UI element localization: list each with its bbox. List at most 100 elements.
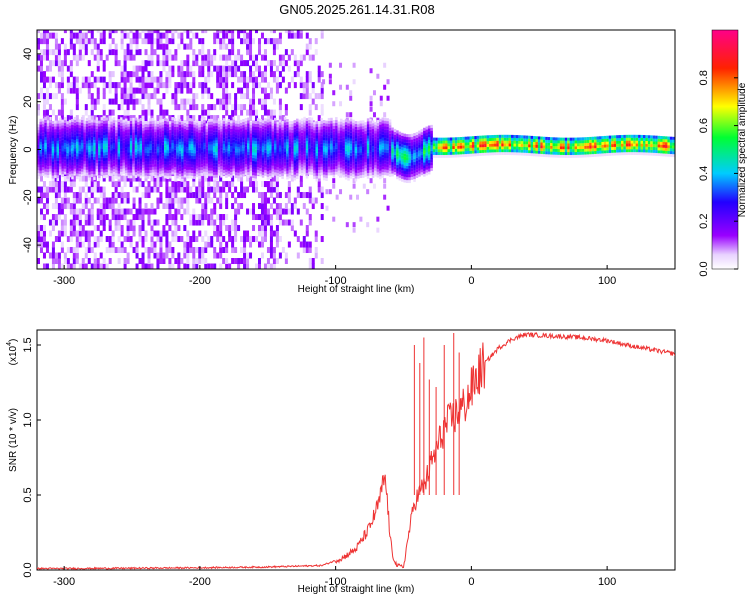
spectrogram-cell: [58, 166, 62, 170]
spectrogram-cell: [263, 76, 267, 83]
spectrogram-cell: [90, 247, 94, 254]
spectrogram-cell: [272, 263, 276, 269]
spectrogram-cell: [313, 141, 316, 145]
spectrogram-cell: [290, 76, 294, 83]
spectrogram-cell: [283, 159, 287, 163]
spectrogram-cell: [115, 173, 118, 177]
spectrogram-cell: [228, 65, 232, 72]
spectrogram-cell: [190, 129, 194, 133]
spectrogram-cell: [117, 124, 121, 128]
spectrogram-cell: [344, 153, 348, 157]
spectrogram-cell: [181, 161, 184, 165]
spectrogram-cell: [342, 131, 345, 135]
spectrogram-cell: [342, 165, 345, 169]
spectrogram-cell: [230, 123, 233, 127]
spectrogram-cell: [231, 71, 235, 78]
spectrogram-cell: [71, 136, 74, 140]
spectrogram-cell: [178, 130, 182, 134]
spectrogram-cell: [225, 140, 228, 144]
spectrogram-cell: [75, 241, 79, 248]
spectrogram-cell: [45, 109, 49, 116]
spectrogram-cell: [110, 158, 113, 162]
spectrogram-cell: [108, 82, 112, 89]
spectrogram-cell: [147, 82, 151, 89]
spectrogram-cell: [339, 62, 343, 68]
spectrogram-cell: [243, 247, 247, 254]
spectrogram-cell: [246, 60, 250, 67]
spectrogram-cell: [183, 125, 187, 129]
spectrogram-cell: [260, 203, 264, 210]
spectrogram-cell: [203, 117, 206, 121]
spectrogram-cell: [156, 155, 160, 159]
spectrogram-cell: [320, 160, 323, 164]
spectrogram-cell: [166, 124, 170, 128]
spectrogram-cell: [352, 171, 355, 175]
spectrogram-cell: [317, 141, 321, 145]
spectrogram-cell: [117, 60, 121, 67]
spectrogram-cell: [269, 130, 272, 134]
spectrogram-cell: [305, 146, 309, 150]
spectrogram-cell: [242, 159, 245, 163]
spectrogram-cell: [73, 154, 77, 158]
spectrogram-cell: [124, 161, 128, 165]
spectrogram-cell: [178, 133, 182, 137]
spectrogram-cell: [349, 149, 353, 153]
spectrogram-cell: [274, 132, 277, 136]
spectrogram-cell: [303, 165, 306, 169]
spectrogram-cell: [230, 166, 233, 170]
spectrogram-cell: [132, 157, 135, 161]
spectrogram-cell: [102, 203, 106, 210]
spectrogram-cell: [66, 49, 70, 56]
spectrogram-cell: [300, 152, 304, 156]
spectrogram-cell: [247, 126, 250, 130]
spectrogram-cell: [164, 120, 167, 124]
spectrogram-cell: [126, 71, 130, 78]
spectrogram-cell: [192, 214, 196, 221]
spectrogram-cell: [288, 169, 292, 173]
spectrogram-cell: [83, 143, 86, 147]
spectrogram-cell: [300, 144, 304, 148]
spectrogram-cell: [54, 60, 58, 67]
spectrogram-cell: [71, 162, 74, 166]
spectrogram-cell: [88, 177, 91, 181]
spectrogram-cell: [205, 146, 209, 150]
spectrogram-cell: [349, 167, 353, 171]
spectrogram-cell: [87, 82, 91, 89]
spectrogram-cell: [180, 197, 184, 204]
spectrogram-cell: [213, 192, 217, 199]
spectrogram-cell: [204, 241, 208, 248]
spectrogram-cell: [230, 160, 233, 164]
spectrogram-cell: [127, 166, 130, 170]
spectrogram-cell: [227, 133, 231, 137]
spectrogram-cell: [100, 154, 104, 158]
spectrogram-cell: [151, 129, 155, 133]
spectrogram-cell: [186, 197, 190, 204]
spectrogram-cell: [41, 161, 45, 165]
spectrogram-cell: [266, 125, 270, 129]
spectrogram-cell: [222, 115, 226, 122]
spectrogram-cell: [220, 174, 223, 178]
spectrogram-cell: [193, 173, 196, 177]
spectrogram-cell: [269, 263, 273, 269]
spectrogram-cell: [188, 155, 191, 159]
spectrogram-cell: [151, 160, 155, 164]
spectrogram-cell: [127, 163, 130, 167]
spectrogram-cell: [93, 252, 97, 259]
spectrogram-cell: [256, 135, 260, 139]
spectrogram-cell: [39, 158, 42, 162]
spectrogram-cell: [349, 112, 353, 118]
spectrogram-cell: [114, 49, 118, 56]
spectrogram-cell: [337, 144, 341, 148]
spectrogram-cell: [342, 145, 345, 149]
spectrogram-cell: [42, 214, 46, 221]
spectrogram-cell: [195, 159, 199, 163]
spectrogram-cell: [315, 149, 319, 153]
spectrogram-cell: [114, 186, 118, 193]
spectrogram-cell: [58, 154, 62, 158]
spectrogram-cell: [243, 230, 247, 237]
spectrogram-cell: [126, 32, 130, 39]
spectrogram-cell: [147, 252, 151, 259]
spectrogram-cell: [361, 126, 365, 130]
spectrogram-cell: [325, 172, 328, 176]
spectrogram-cell: [66, 263, 70, 269]
